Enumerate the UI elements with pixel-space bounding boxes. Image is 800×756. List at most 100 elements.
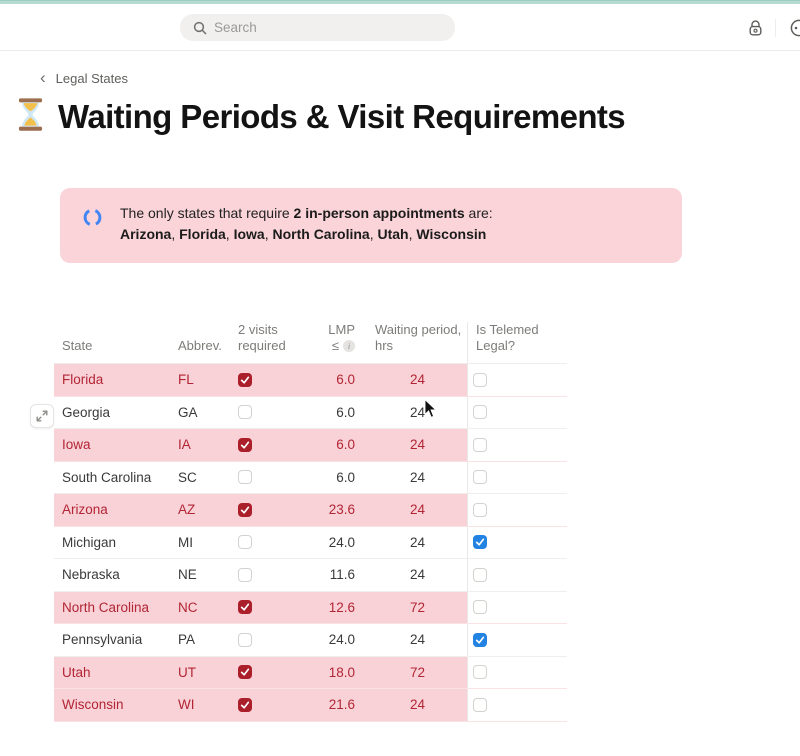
- cell-waiting[interactable]: 24: [410, 632, 426, 648]
- lock-icon[interactable]: [747, 19, 764, 37]
- cell-abbrev[interactable]: AZ: [170, 494, 230, 526]
- cell-visits[interactable]: [230, 397, 305, 429]
- cell-lmp[interactable]: 24.0: [328, 632, 355, 648]
- table-row[interactable]: South Carolina SC 6.0 24: [54, 461, 567, 494]
- table-row[interactable]: Wisconsin WI 21.6 24: [54, 689, 567, 722]
- cell-telemed[interactable]: [467, 429, 567, 461]
- expand-row-button[interactable]: [30, 404, 54, 428]
- cell-abbrev[interactable]: MI: [178, 534, 193, 550]
- cell-abbrev[interactable]: FL: [170, 364, 230, 396]
- cell-waiting[interactable]: 24: [360, 689, 467, 721]
- cell-abbrev[interactable]: WI: [170, 689, 230, 721]
- visits-checkbox[interactable]: [238, 470, 252, 485]
- cell-telemed[interactable]: [467, 494, 567, 526]
- telemed-checkbox[interactable]: [473, 665, 487, 680]
- telemed-checkbox[interactable]: [473, 405, 487, 420]
- column-header-lmp[interactable]: LMP ≤ i: [328, 322, 355, 353]
- cell-telemed[interactable]: [467, 624, 567, 656]
- cell-lmp[interactable]: 12.6: [305, 591, 360, 623]
- visits-checkbox[interactable]: [238, 535, 252, 550]
- cell-visits[interactable]: [230, 429, 305, 461]
- telemed-checkbox[interactable]: [473, 697, 487, 712]
- cell-visits[interactable]: [230, 624, 305, 656]
- telemed-checkbox[interactable]: [473, 502, 487, 517]
- cell-waiting[interactable]: 24: [410, 469, 426, 485]
- cell-state[interactable]: Florida: [54, 364, 170, 396]
- visits-checkbox[interactable]: [238, 600, 252, 615]
- cell-state[interactable]: Michigan: [62, 534, 117, 550]
- table-row[interactable]: Arizona AZ 23.6 24: [54, 494, 567, 527]
- info-icon[interactable]: i: [343, 340, 355, 352]
- cell-visits[interactable]: [230, 364, 305, 396]
- cell-visits[interactable]: [230, 689, 305, 721]
- cell-lmp[interactable]: 21.6: [305, 689, 360, 721]
- table-row[interactable]: Nebraska NE 11.6 24: [54, 559, 567, 592]
- cell-telemed[interactable]: [467, 656, 567, 688]
- telemed-checkbox[interactable]: [473, 437, 487, 452]
- cell-waiting[interactable]: 24: [410, 534, 426, 550]
- visits-checkbox[interactable]: [238, 437, 252, 452]
- cell-state[interactable]: North Carolina: [54, 591, 170, 623]
- cell-waiting[interactable]: 24: [360, 494, 467, 526]
- breadcrumb[interactable]: ‹ Legal States: [40, 69, 128, 87]
- cell-lmp[interactable]: 6.0: [305, 429, 360, 461]
- telemed-checkbox[interactable]: [473, 567, 487, 582]
- visits-checkbox[interactable]: [238, 632, 252, 647]
- cell-visits[interactable]: [230, 559, 305, 591]
- cell-state[interactable]: Arizona: [54, 494, 170, 526]
- visits-checkbox[interactable]: [238, 502, 252, 517]
- table-row[interactable]: Michigan MI 24.0 24: [54, 526, 567, 559]
- cell-telemed[interactable]: [467, 364, 567, 396]
- cell-state[interactable]: Georgia: [62, 404, 111, 420]
- telemed-checkbox[interactable]: [473, 535, 487, 550]
- visits-checkbox[interactable]: [238, 697, 252, 712]
- telemed-checkbox[interactable]: [473, 470, 487, 485]
- cell-waiting[interactable]: 72: [360, 591, 467, 623]
- cell-telemed[interactable]: [467, 461, 567, 493]
- cell-state[interactable]: Utah: [54, 656, 170, 688]
- cell-state[interactable]: Pennsylvania: [62, 632, 143, 648]
- cell-state[interactable]: Wisconsin: [54, 689, 170, 721]
- cell-telemed[interactable]: [467, 526, 567, 558]
- telemed-checkbox[interactable]: [473, 372, 487, 387]
- clock-icon[interactable]: [787, 17, 800, 39]
- cell-visits[interactable]: [230, 527, 305, 559]
- column-header-state[interactable]: State: [62, 338, 93, 353]
- cell-state[interactable]: South Carolina: [62, 469, 152, 485]
- telemed-checkbox[interactable]: [473, 632, 487, 647]
- cell-visits[interactable]: [230, 462, 305, 494]
- cell-lmp[interactable]: 6.0: [305, 364, 360, 396]
- cell-abbrev[interactable]: NC: [170, 591, 230, 623]
- cell-visits[interactable]: [230, 591, 305, 623]
- cell-abbrev[interactable]: NE: [178, 567, 197, 583]
- hourglass-emoji-icon[interactable]: [12, 96, 49, 138]
- cell-telemed[interactable]: [467, 689, 567, 721]
- cell-lmp[interactable]: 23.6: [305, 494, 360, 526]
- cell-telemed[interactable]: [467, 591, 567, 623]
- column-header-telemed[interactable]: Is Telemed Legal?: [467, 322, 567, 363]
- column-header-waiting[interactable]: Waiting period, hrs: [375, 322, 462, 353]
- column-header-abbrev[interactable]: Abbrev.: [178, 338, 222, 353]
- cell-telemed[interactable]: [467, 559, 567, 591]
- visits-checkbox[interactable]: [238, 405, 252, 420]
- column-header-visits[interactable]: 2 visits required: [238, 322, 286, 353]
- cell-state[interactable]: Iowa: [54, 429, 170, 461]
- cell-abbrev[interactable]: IA: [170, 429, 230, 461]
- cell-visits[interactable]: [230, 494, 305, 526]
- cell-lmp[interactable]: 6.0: [336, 404, 355, 420]
- cell-abbrev[interactable]: SC: [178, 469, 197, 485]
- visits-checkbox[interactable]: [238, 567, 252, 582]
- table-row[interactable]: Florida FL 6.0 24: [54, 364, 567, 397]
- cell-abbrev[interactable]: UT: [170, 656, 230, 688]
- table-row[interactable]: Utah UT 18.0 72: [54, 656, 567, 689]
- visits-checkbox[interactable]: [238, 372, 252, 387]
- table-row[interactable]: North Carolina NC 12.6 72: [54, 591, 567, 624]
- cell-visits[interactable]: [230, 656, 305, 688]
- cell-waiting[interactable]: 24: [410, 404, 426, 420]
- cell-waiting[interactable]: 72: [360, 656, 467, 688]
- cell-lmp[interactable]: 11.6: [329, 567, 355, 583]
- cell-waiting[interactable]: 24: [360, 429, 467, 461]
- visits-checkbox[interactable]: [238, 665, 252, 680]
- telemed-checkbox[interactable]: [473, 600, 487, 615]
- cell-lmp[interactable]: 6.0: [336, 469, 355, 485]
